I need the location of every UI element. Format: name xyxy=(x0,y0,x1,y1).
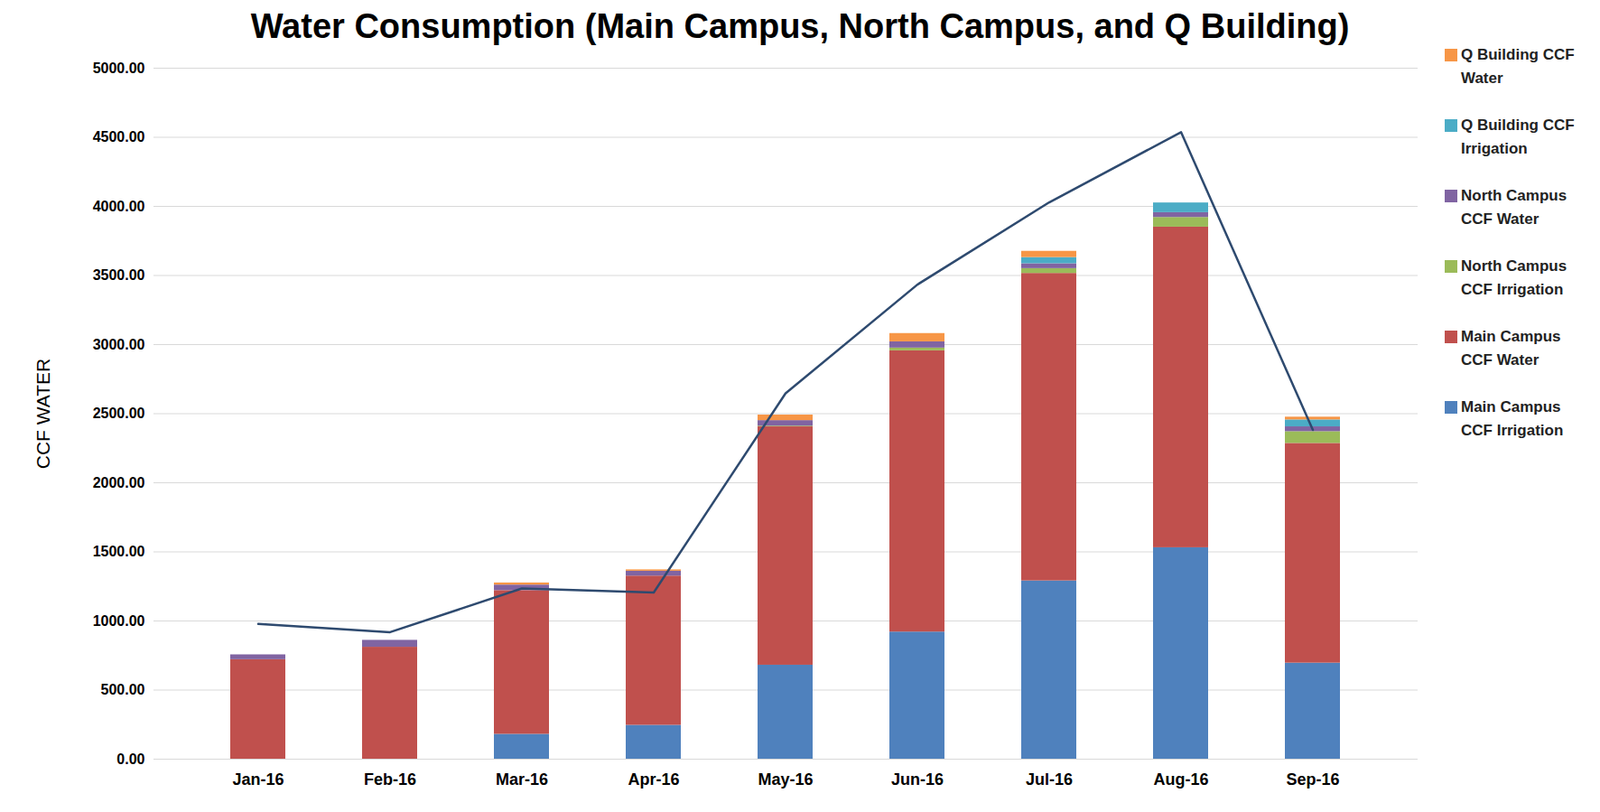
html-text:North Campus CCF Irrigation: North Campus CCF Irrigation xyxy=(1460,257,1567,298)
html-text:North Campus CCF Water: North Campus CCF Water xyxy=(1460,186,1567,228)
svg-text:2500.00: 2500.00 xyxy=(93,405,146,421)
html-text:Q Building CCF Water: Q Building CCF Water xyxy=(1460,46,1575,87)
svg-text:Aug-16: Aug-16 xyxy=(1153,770,1209,789)
svg-text:Sep-16: Sep-16 xyxy=(1285,770,1340,789)
svg-text:500.00: 500.00 xyxy=(101,681,146,698)
svg-text:Mar-16: Mar-16 xyxy=(495,770,549,789)
svg-text:3000.00: 3000.00 xyxy=(93,336,146,353)
svg-text:0.00: 0.00 xyxy=(116,751,145,767)
svg-text:2000.00: 2000.00 xyxy=(93,474,146,491)
svg-text:1500.00: 1500.00 xyxy=(93,543,146,559)
html-text:Main Campus CCF Irrigation: Main Campus CCF Irrigation xyxy=(1460,398,1564,439)
svg-text:1000.00: 1000.00 xyxy=(93,613,146,629)
svg-text:5000.00: 5000.00 xyxy=(93,60,146,76)
svg-text:Jun-16: Jun-16 xyxy=(891,770,944,789)
svg-text:Jul-16: Jul-16 xyxy=(1025,770,1073,789)
html-text:Q Building CCF Irrigation: Q Building CCF Irrigation xyxy=(1460,116,1575,158)
svg-text:Apr-16: Apr-16 xyxy=(627,770,680,789)
svg-text:May-16: May-16 xyxy=(757,770,813,789)
svg-text:4500.00: 4500.00 xyxy=(93,129,146,145)
svg-text:4000.00: 4000.00 xyxy=(93,198,146,214)
html-text:Main Campus CCF Water: Main Campus CCF Water xyxy=(1460,327,1561,369)
svg-text:Jan-16: Jan-16 xyxy=(232,770,284,789)
html-text:Water Consumption (Main Campus: Water Consumption (Main Campus, North Ca… xyxy=(250,7,1350,46)
svg-text:3500.00: 3500.00 xyxy=(93,267,146,283)
svg-text:Feb-16: Feb-16 xyxy=(363,770,417,789)
svg-text:CCF WATER: CCF WATER xyxy=(32,358,54,469)
